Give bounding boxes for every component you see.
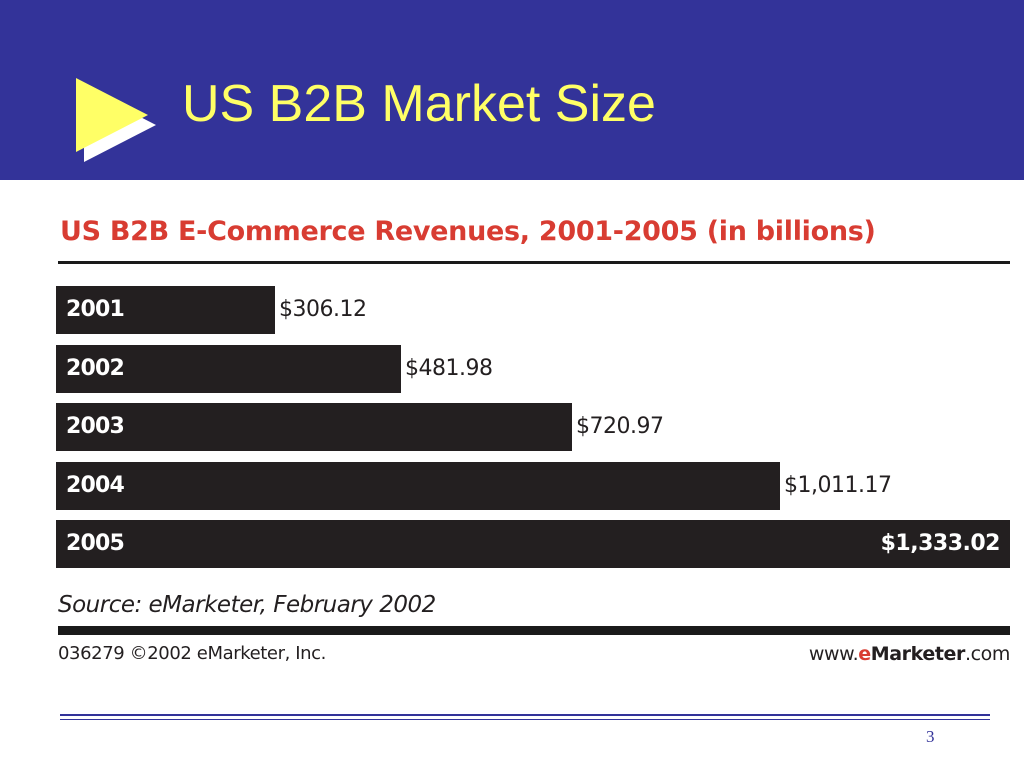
slide-title: US B2B Market Size	[182, 75, 656, 133]
bar-value-label: $1,011.17	[784, 473, 892, 498]
chart-copyright: 036279 ©2002 eMarketer, Inc.	[58, 643, 326, 664]
bar-2001	[56, 286, 275, 334]
bar-value-label: $306.12	[279, 297, 367, 322]
play-arrow-icon	[76, 78, 156, 162]
chart-title: US B2B E-Commerce Revenues, 2001-2005 (i…	[60, 216, 876, 247]
bar-2003	[56, 403, 572, 451]
page-number: 3	[926, 727, 935, 746]
website-link: www.eMarketer.com	[808, 643, 1011, 665]
chart-source: Source: eMarketer, February 2002	[58, 592, 436, 618]
website-brand: Marketer	[870, 643, 966, 665]
bar-2005	[56, 520, 1010, 568]
bar-category-label: 2004	[66, 473, 125, 498]
footer-rule	[60, 714, 990, 716]
website-prefix: www.	[808, 643, 859, 665]
bar-2004	[56, 462, 780, 510]
bar-value-label: $1,333.02	[880, 531, 1001, 556]
bar-value-label: $720.97	[576, 414, 664, 439]
website-suffix: .com	[964, 643, 1010, 665]
website-e: e	[858, 643, 871, 665]
bar-category-label: 2005	[66, 531, 125, 556]
bar-category-label: 2002	[66, 356, 125, 381]
chart-bottom-rule	[58, 626, 1010, 635]
bar-category-label: 2001	[66, 297, 125, 322]
chart-top-rule	[58, 261, 1010, 264]
slide-header: US B2B Market Size	[0, 0, 1024, 180]
bar-value-label: $481.98	[405, 356, 493, 381]
footer-rule-thin	[60, 719, 990, 720]
bar-2002	[56, 345, 401, 393]
bar-category-label: 2003	[66, 414, 125, 439]
